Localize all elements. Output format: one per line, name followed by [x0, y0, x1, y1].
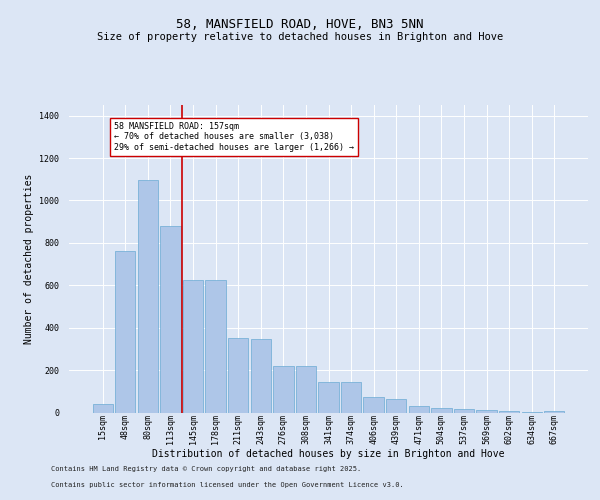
Text: Contains public sector information licensed under the Open Government Licence v3: Contains public sector information licen…: [51, 482, 404, 488]
Bar: [341, 382, 361, 412]
Bar: [138, 180, 158, 412]
Bar: [115, 252, 136, 412]
Bar: [205, 280, 226, 412]
Bar: [409, 406, 429, 412]
Y-axis label: Number of detached properties: Number of detached properties: [24, 174, 34, 344]
Bar: [544, 411, 565, 412]
Text: 58, MANSFIELD ROAD, HOVE, BN3 5NN: 58, MANSFIELD ROAD, HOVE, BN3 5NN: [176, 18, 424, 30]
Bar: [92, 404, 113, 412]
Bar: [296, 366, 316, 412]
Bar: [431, 408, 452, 412]
Bar: [386, 398, 406, 412]
Bar: [183, 280, 203, 412]
Bar: [273, 366, 293, 412]
Bar: [476, 410, 497, 412]
Bar: [251, 340, 271, 412]
Bar: [499, 411, 519, 412]
Bar: [364, 396, 384, 412]
Text: 58 MANSFIELD ROAD: 157sqm
← 70% of detached houses are smaller (3,038)
29% of se: 58 MANSFIELD ROAD: 157sqm ← 70% of detac…: [114, 122, 354, 152]
Bar: [160, 226, 181, 412]
Bar: [228, 338, 248, 412]
Text: Size of property relative to detached houses in Brighton and Hove: Size of property relative to detached ho…: [97, 32, 503, 42]
Bar: [454, 410, 474, 412]
Text: Contains HM Land Registry data © Crown copyright and database right 2025.: Contains HM Land Registry data © Crown c…: [51, 466, 361, 472]
Bar: [319, 382, 338, 412]
X-axis label: Distribution of detached houses by size in Brighton and Hove: Distribution of detached houses by size …: [152, 450, 505, 460]
